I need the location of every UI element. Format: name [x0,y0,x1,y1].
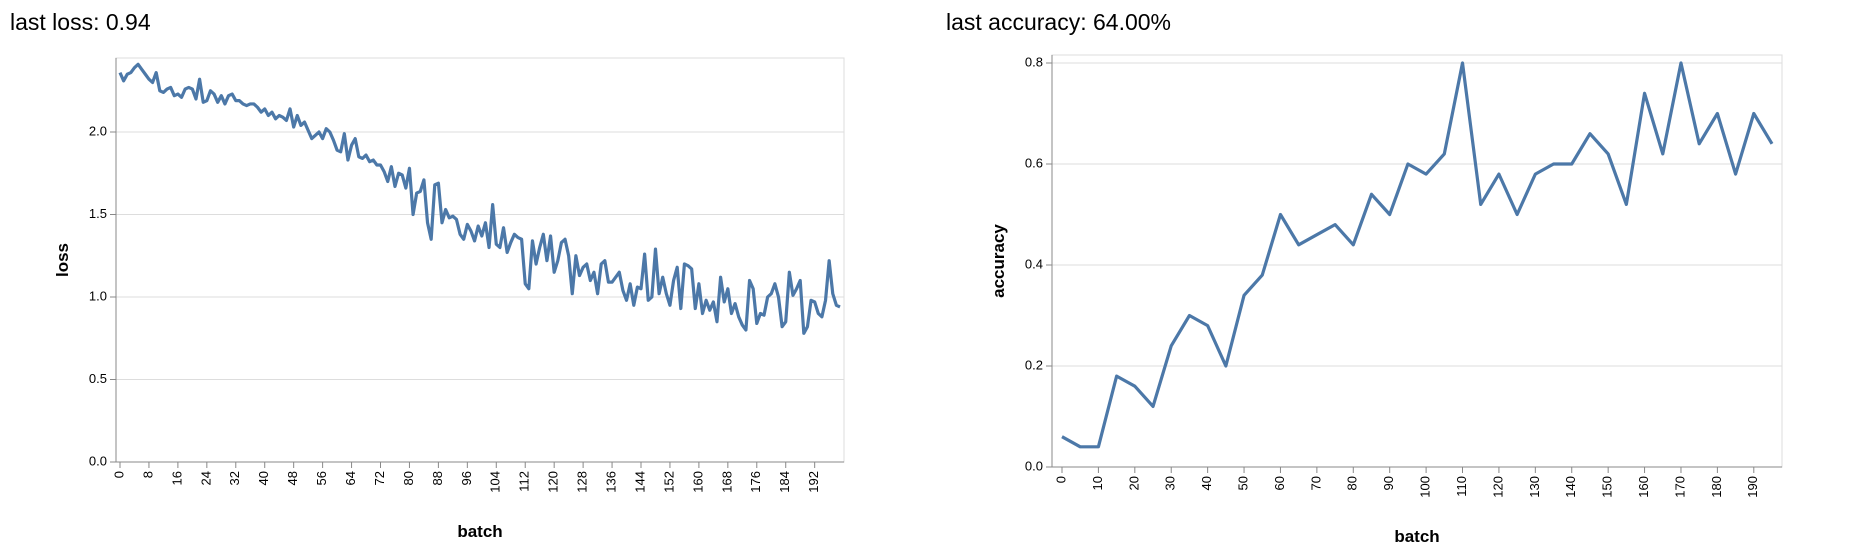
x-tick-label: 70 [1308,476,1323,490]
x-axis-title: batch [457,522,502,541]
x-tick-label: 192 [806,471,821,493]
x-tick-label: 180 [1709,476,1724,498]
x-tick-label: 100 [1418,476,1433,498]
x-tick-label: 120 [546,471,561,493]
y-tick-label: 1.0 [89,288,107,303]
x-tick-label: 160 [690,471,705,493]
x-tick-label: 40 [256,471,271,485]
x-tick-label: 10 [1090,476,1105,490]
y-tick-label: 0.0 [89,453,107,468]
x-tick-label: 120 [1490,476,1505,498]
x-tick-label: 8 [140,471,155,478]
y-tick-label: 2.0 [89,123,107,138]
y-axis-title: loss [53,243,72,277]
x-tick-label: 90 [1381,476,1396,490]
x-tick-label: 30 [1163,476,1178,490]
chart-title: last accuracy: 64.00% [946,9,1171,35]
x-tick-label: 72 [372,471,387,485]
x-tick-label: 190 [1745,476,1760,498]
data-line [118,62,841,335]
plot-frame [115,57,845,463]
x-tick-label: 184 [777,471,792,493]
x-tick-label: 128 [575,471,590,493]
x-tick-label: 112 [517,471,532,492]
x-tick-label: 110 [1454,476,1469,497]
y-tick-label: 0.6 [1025,155,1043,170]
x-tick-label: 60 [1272,476,1287,490]
y-tick-label: 1.5 [89,206,107,221]
chart-title: last loss: 0.94 [10,9,151,35]
x-axis-title: batch [1394,527,1439,546]
x-tick-label: 40 [1199,476,1214,490]
x-tick-label: 20 [1126,476,1141,490]
x-tick-label: 0 [111,471,126,478]
x-tick-label: 150 [1600,476,1615,498]
x-tick-label: 168 [719,471,734,493]
x-tick-label: 152 [661,471,676,493]
x-tick-label: 136 [603,471,618,493]
y-tick-label: 0.2 [1025,357,1043,372]
x-tick-label: 64 [343,471,358,485]
x-tick-label: 50 [1235,476,1250,490]
x-tick-label: 32 [227,471,242,485]
y-axis-title: accuracy [989,224,1008,298]
x-tick-label: 0 [1053,476,1068,483]
y-tick-label: 0.4 [1025,256,1043,271]
x-tick-label: 104 [488,471,503,493]
x-tick-label: 80 [1345,476,1360,490]
x-tick-label: 176 [748,471,763,493]
x-tick-label: 24 [198,471,213,485]
x-tick-label: 96 [459,471,474,485]
x-tick-label: 170 [1672,476,1687,498]
x-tick-label: 88 [430,471,445,485]
x-tick-label: 140 [1563,476,1578,498]
x-tick-label: 48 [285,471,300,485]
x-tick-label: 160 [1636,476,1651,498]
y-tick-label: 0.8 [1025,54,1043,69]
y-tick-label: 0.5 [89,371,107,386]
data-line [1061,61,1774,449]
x-tick-label: 144 [632,471,647,493]
x-tick-label: 130 [1527,476,1542,498]
x-tick-label: 80 [401,471,416,485]
plot-frame [1051,54,1783,468]
x-tick-label: 56 [314,471,329,485]
x-tick-label: 16 [169,471,184,485]
y-tick-label: 0.0 [1025,458,1043,473]
